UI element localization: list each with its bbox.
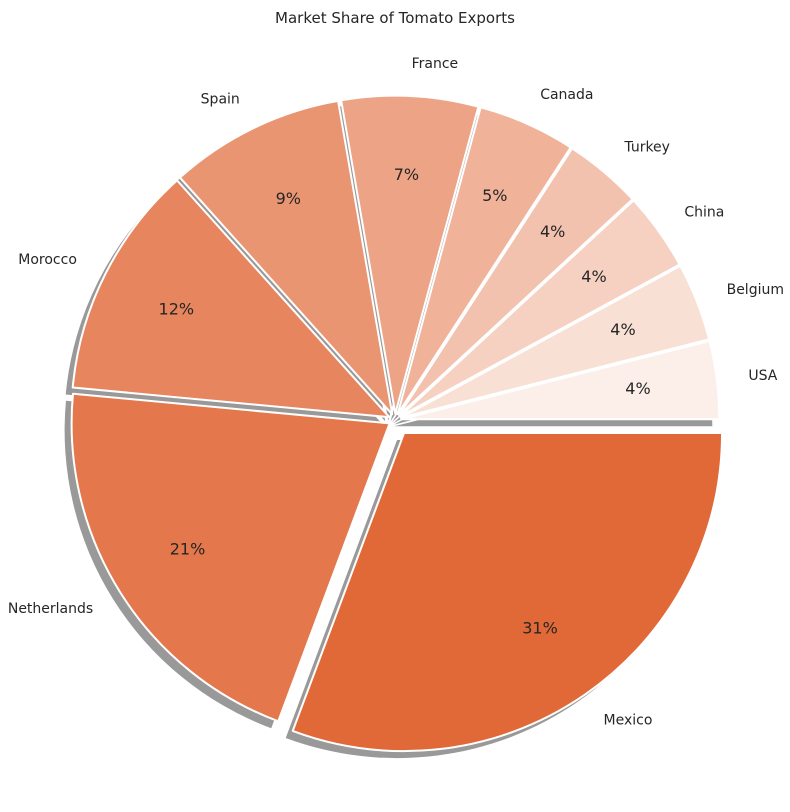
label-layer: USA 4% Belgium 4% China 4% Turkey 4% Canada 5% Fra… [8,56,784,728]
pie-slice-china [399,199,681,418]
slice-pct-label-canada: 5% [482,186,507,205]
slice-pct-label-netherlands: 21% [170,540,206,559]
slice-pct-label-belgium: 4% [610,320,635,339]
pie-slice-spain [178,99,394,416]
slice-label-turkey: Turkey [623,140,670,156]
slice-label-spain: Spain [201,92,240,108]
pie-slice-turkey [398,147,634,417]
pie-slice-canada [396,106,572,416]
slice-label-morocco: Morocco [18,252,77,268]
pie-slice-netherlands [70,392,391,723]
slice-label-canada: Canada [540,87,593,103]
slice-pct-label-morocco: 12% [159,299,195,318]
slice-label-mexico: Mexico [604,713,653,729]
slice-label-netherlands: Netherlands [8,601,93,617]
slice-label-china: China [684,205,724,221]
pie-slice-mexico [291,432,724,753]
pie-slice-belgium [399,264,711,419]
slice-label-usa: USA [748,368,777,384]
chart-title: Market Share of Tomato Exports [275,9,515,27]
slice-label-france: France [412,56,459,72]
slice-pct-label-mexico: 31% [522,619,558,638]
pie-slice-usa [400,339,721,421]
slice-pct-label-france: 7% [394,165,419,184]
slice-label-belgium: Belgium [727,282,784,298]
slice-layer [70,94,724,753]
pie-slice-morocco [71,179,391,419]
slice-pct-label-china: 4% [581,267,606,286]
slice-pct-label-usa: 4% [625,379,650,398]
slice-pct-label-turkey: 4% [540,222,565,241]
pie-slice-france [340,94,480,415]
slice-pct-label-spain: 9% [276,189,301,208]
